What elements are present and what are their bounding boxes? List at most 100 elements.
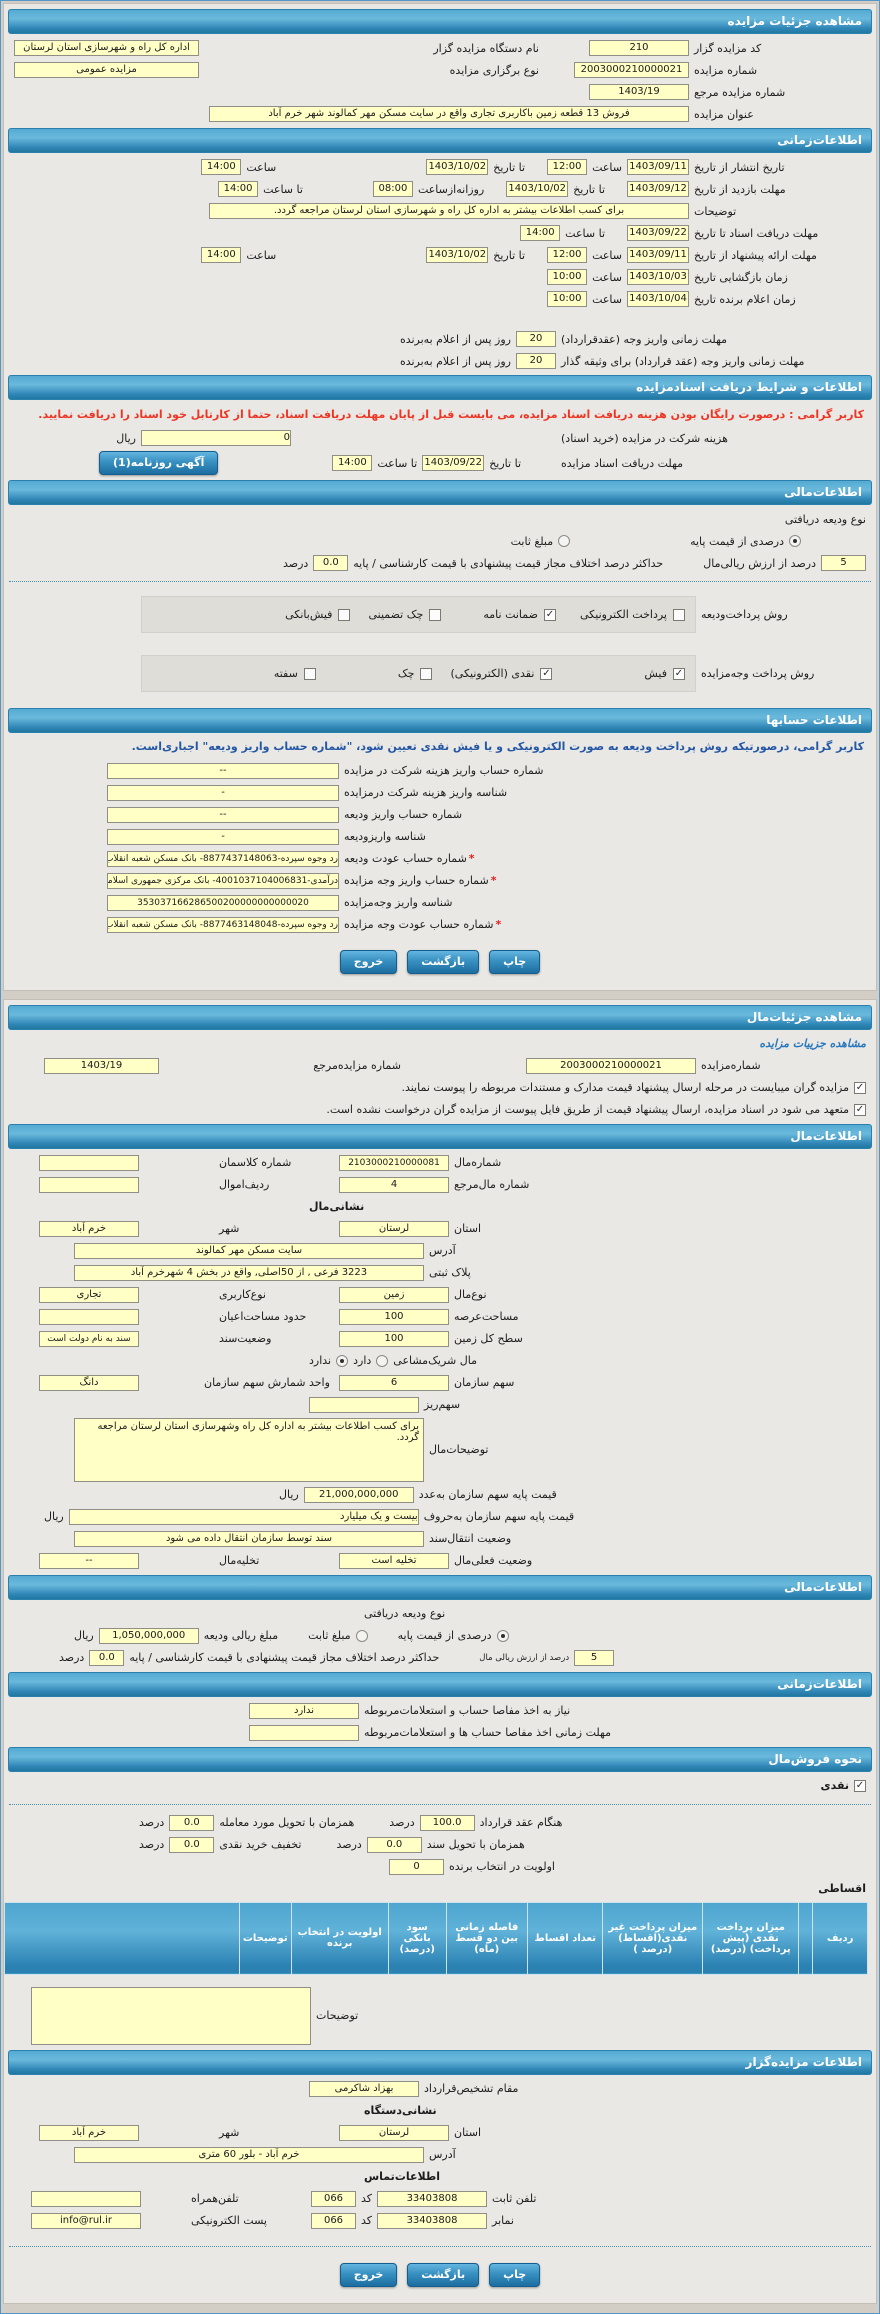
- offer-to-time-field[interactable]: 14:00: [201, 247, 242, 263]
- delivery-payment-field[interactable]: 0.0: [169, 1814, 215, 1831]
- asset-max-diff-field[interactable]: 0.0: [89, 1649, 125, 1666]
- org-city-field[interactable]: خرم آباد: [39, 2124, 139, 2141]
- percent-of-base-radio[interactable]: [789, 535, 801, 548]
- fish-checkbox[interactable]: ✓: [673, 667, 685, 680]
- deed-transfer-status-field[interactable]: سند توسط سازمان انتقال داده می شود: [74, 1530, 424, 1547]
- fee-account-field[interactable]: --: [107, 762, 339, 779]
- asset-address-field[interactable]: سایت مسکن مهر کمالوند: [74, 1242, 424, 1259]
- building-area-field[interactable]: [39, 1308, 139, 1325]
- total-land-field[interactable]: 100: [339, 1330, 449, 1347]
- asset-reference-number-field[interactable]: 1403/19: [44, 1057, 159, 1074]
- org-name-field[interactable]: اداره کل راه و شهرسازی استان لرستان: [14, 40, 199, 56]
- deposit-percent-field[interactable]: 5: [821, 555, 866, 572]
- docs-receive-time-field[interactable]: 14:00: [332, 455, 373, 472]
- fax-field[interactable]: 33403808: [377, 2212, 488, 2229]
- winner-priority-field[interactable]: 0: [389, 1858, 444, 1875]
- deposit-account-field[interactable]: --: [107, 806, 339, 823]
- asset-deposit-percent-field[interactable]: 5: [574, 1649, 615, 1666]
- bidder-code-field[interactable]: 210: [589, 40, 689, 56]
- has-share-radio[interactable]: [376, 1354, 389, 1367]
- auction-number-field[interactable]: 2003000210000021: [574, 62, 689, 78]
- classification-number-field[interactable]: [39, 1154, 139, 1171]
- email-field[interactable]: info@rul.ir: [31, 2212, 141, 2229]
- land-area-field[interactable]: 100: [339, 1308, 449, 1325]
- org-share-field[interactable]: 6: [339, 1374, 449, 1391]
- holding-type-field[interactable]: مزایده عمومی: [14, 62, 199, 78]
- deed-status-field[interactable]: سند به نام دولت است: [39, 1330, 139, 1347]
- publish-from-date-field[interactable]: 1403/09/11: [627, 159, 689, 175]
- asset-type-field[interactable]: زمین: [339, 1286, 449, 1303]
- reference-number-field[interactable]: 1403/19: [589, 84, 689, 100]
- contract-authority-field[interactable]: بهزاد شاکرمی: [309, 2080, 419, 2097]
- opening-time-field[interactable]: 10:00: [547, 269, 588, 285]
- phone-field[interactable]: 33403808: [377, 2190, 488, 2207]
- opening-date-field[interactable]: 1403/10/03: [627, 269, 689, 285]
- no-file-price-offer-checkbox[interactable]: ✓: [854, 1103, 866, 1116]
- guarantee-letter-checkbox[interactable]: ✓: [544, 608, 556, 621]
- fixed-amount-radio[interactable]: [558, 535, 571, 548]
- offer-from-date-field[interactable]: 1403/09/11: [627, 247, 689, 263]
- publish-to-time-field[interactable]: 14:00: [201, 159, 242, 175]
- offer-to-date-field[interactable]: 1403/10/02: [426, 247, 489, 263]
- fax-code-field[interactable]: 066: [311, 2212, 356, 2229]
- print-button[interactable]: چاپ: [489, 2262, 541, 2287]
- city-field[interactable]: خرم آباد: [39, 1220, 139, 1237]
- province-field[interactable]: لرستان: [339, 1220, 449, 1237]
- back-button[interactable]: بازگشت: [407, 949, 480, 974]
- auction-pay-id-field[interactable]: 353037166286500200000000000020: [107, 894, 339, 911]
- winner-time-field[interactable]: 10:00: [547, 291, 588, 307]
- exit-button[interactable]: خروج: [339, 2262, 398, 2287]
- daily-from-time-field[interactable]: 08:00: [372, 181, 413, 197]
- docs-receive-date-field[interactable]: 1403/09/22: [422, 455, 485, 472]
- auction-return-account-field[interactable]: رد وجوه سپرده-8877463148048- بانک مسکن ش…: [107, 916, 339, 933]
- publish-from-time-field[interactable]: 12:00: [547, 159, 588, 175]
- exit-button[interactable]: خروج: [339, 949, 398, 974]
- fee-id-field[interactable]: -: [107, 784, 339, 801]
- base-price-number-field[interactable]: 21,000,000,000: [303, 1486, 414, 1503]
- asset-fixed-radio[interactable]: [355, 1629, 368, 1642]
- deposit-amount-field[interactable]: 1,050,000,000: [98, 1627, 199, 1644]
- certified-check-checkbox[interactable]: [429, 608, 442, 621]
- no-share-radio[interactable]: [336, 1354, 349, 1367]
- attachment-required-checkbox[interactable]: ✓: [854, 1081, 866, 1094]
- print-button[interactable]: چاپ: [489, 949, 541, 974]
- usage-type-field[interactable]: تجاری: [39, 1286, 139, 1303]
- timing-description-field[interactable]: برای کسب اطلاعات بیشتر به اداره کل راه و…: [209, 203, 689, 219]
- offer-from-time-field[interactable]: 12:00: [547, 247, 588, 263]
- cash-discount-field[interactable]: 0.0: [169, 1836, 215, 1853]
- cash-electronic-checkbox[interactable]: ✓: [540, 667, 553, 680]
- asset-percent-radio[interactable]: [496, 1629, 509, 1642]
- docs-deadline-date-field[interactable]: 1403/09/22: [627, 225, 689, 241]
- asset-reference-field[interactable]: 4: [339, 1176, 449, 1193]
- visit-to-date-field[interactable]: 1403/10/02: [506, 181, 569, 197]
- clearance-deadline-field[interactable]: [249, 1724, 359, 1741]
- share-detail-field[interactable]: [309, 1396, 419, 1413]
- asset-description-textarea[interactable]: برای کسب اطلاعات بیشتر به اداره کل راه و…: [74, 1417, 424, 1482]
- payment-deadline-contract-field[interactable]: 20: [516, 331, 556, 347]
- clearance-needed-field[interactable]: ندارد: [249, 1702, 359, 1719]
- deposit-id-field[interactable]: -: [107, 828, 339, 845]
- cash-sale-checkbox[interactable]: ✓: [854, 1779, 866, 1792]
- payment-deadline-guarantor-field[interactable]: 20: [516, 353, 556, 369]
- deposit-return-account-field[interactable]: رد وجوه سپرده-8877437148063- بانک مسکن ش…: [107, 850, 339, 867]
- max-diff-field[interactable]: 0.0: [313, 555, 349, 572]
- org-address-field[interactable]: خرم آباد - بلور 60 متری: [74, 2146, 424, 2163]
- participation-fee-field[interactable]: 0: [141, 430, 291, 447]
- auction-title-field[interactable]: فروش 13 قطعه زمین باکاربری تجاری واقع در…: [209, 106, 689, 122]
- bank-slip-checkbox[interactable]: [338, 608, 351, 621]
- winner-date-field[interactable]: 1403/10/04: [627, 291, 689, 307]
- asset-auction-number-field[interactable]: 2003000210000021: [526, 1057, 696, 1074]
- electronic-payment-checkbox[interactable]: [673, 608, 685, 621]
- contract-payment-field[interactable]: 100.0: [419, 1814, 475, 1831]
- docs-deadline-time-field[interactable]: 14:00: [520, 225, 561, 241]
- publish-to-date-field[interactable]: 1403/10/02: [426, 159, 489, 175]
- newspaper-ad-button[interactable]: آگهی روزنامه(1): [99, 451, 219, 476]
- sale-description-textarea[interactable]: [31, 1986, 311, 2045]
- back-button[interactable]: بازگشت: [407, 2262, 480, 2287]
- share-unit-field[interactable]: دانگ: [39, 1374, 139, 1391]
- base-price-words-field[interactable]: بیست و یک میلیارد: [68, 1508, 419, 1525]
- current-status-field[interactable]: تخلیه است: [339, 1552, 449, 1569]
- auction-pay-account-field[interactable]: درآمدی-4001037104006831- بانک مرکزی جمهو…: [107, 872, 339, 889]
- daily-to-time-field[interactable]: 14:00: [218, 181, 259, 197]
- org-province-field[interactable]: لرستان: [339, 2124, 449, 2141]
